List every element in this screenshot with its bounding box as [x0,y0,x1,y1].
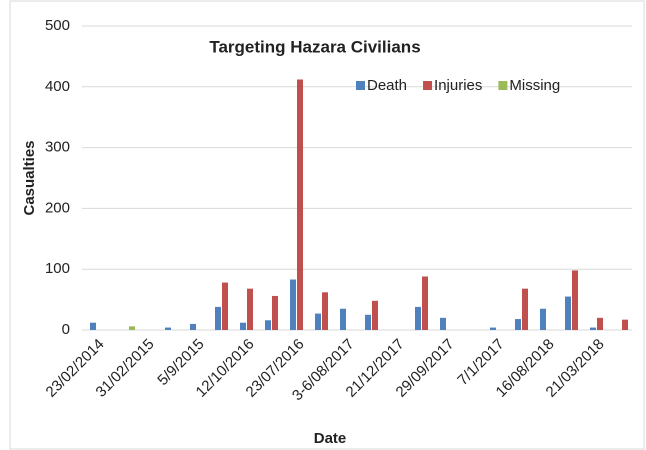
bar [365,314,371,330]
legend-label: Missing [509,77,560,94]
bar [597,317,603,330]
legend-label: Injuries [434,77,482,94]
x-axis-label: Date [314,430,347,447]
y-tick-label: 200 [45,199,70,216]
bar [572,270,578,330]
bar [590,327,596,330]
bar [322,292,328,330]
bar [90,322,96,330]
bar [129,326,135,330]
legend-swatch [423,81,433,90]
chart-title: Targeting Hazara Civilians [209,37,420,56]
bar [522,288,528,330]
y-tick-label: 300 [45,139,70,156]
legend-swatch [498,81,508,90]
bar [515,319,521,330]
bar [315,313,321,330]
bar [622,319,628,330]
bar [340,308,346,330]
bar [190,323,196,330]
y-tick-label: 500 [45,17,70,34]
bar [490,327,496,330]
y-tick-label: 400 [45,78,70,95]
chart-border [9,0,645,450]
y-axis-label: Casualties [21,140,38,215]
legend-swatch [356,81,365,90]
bar [215,306,221,330]
bar [290,279,296,330]
bar [165,327,171,330]
bar [240,322,246,330]
bar [265,320,271,330]
bar [422,276,428,330]
bar [415,306,421,330]
y-tick-label: 100 [45,260,70,277]
y-tick-label: 0 [62,321,70,338]
bar [247,288,253,330]
bar [540,308,546,330]
bar [222,282,228,330]
bar [372,300,378,330]
legend-label: Death [367,77,407,94]
bar [297,79,303,330]
bar [440,317,446,330]
bar [272,295,278,330]
bar [565,296,571,330]
